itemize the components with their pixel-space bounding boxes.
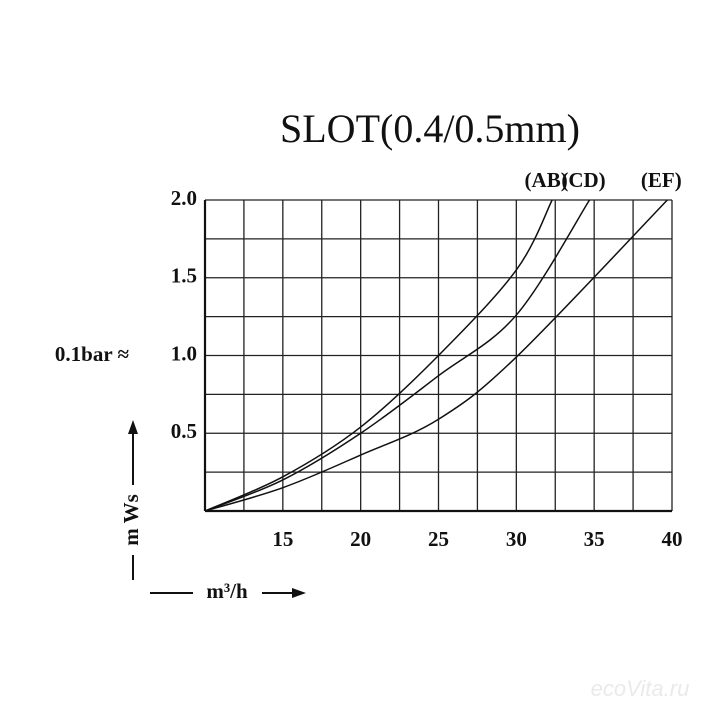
x-tick-label: 35 xyxy=(584,527,605,551)
x-tick-label: 20 xyxy=(350,527,371,551)
arrow-head xyxy=(128,420,138,434)
y-tick-label: 2.0 xyxy=(171,186,197,210)
watermark: ecoVita.ru xyxy=(591,676,690,701)
curve xyxy=(204,199,553,512)
x-tick-label: 30 xyxy=(506,527,527,551)
y-tick-label: 1.0 xyxy=(171,341,197,365)
x-tick-label: 40 xyxy=(662,527,683,551)
x-tick-label: 15 xyxy=(272,527,293,551)
curve xyxy=(204,199,668,512)
y-label-group: m Ws xyxy=(119,420,143,580)
y-tick-label: 0.5 xyxy=(171,419,197,443)
y-axis-label: m Ws xyxy=(119,494,143,546)
x-axis-label: m³/h xyxy=(206,579,248,603)
legend-label: (CD) xyxy=(561,168,605,192)
x-label-group: m³/h xyxy=(150,579,306,603)
x-tick-label: 25 xyxy=(428,527,449,551)
y-annotation: 0.1bar ≈ xyxy=(55,342,130,366)
chart-title: SLOT(0.4/0.5mm) xyxy=(280,106,580,151)
y-tick-label: 1.5 xyxy=(171,264,197,288)
curve xyxy=(204,199,591,512)
legend-label: (EF) xyxy=(641,168,682,192)
legend-label: (AB) xyxy=(525,168,568,192)
arrow-head xyxy=(292,588,306,598)
